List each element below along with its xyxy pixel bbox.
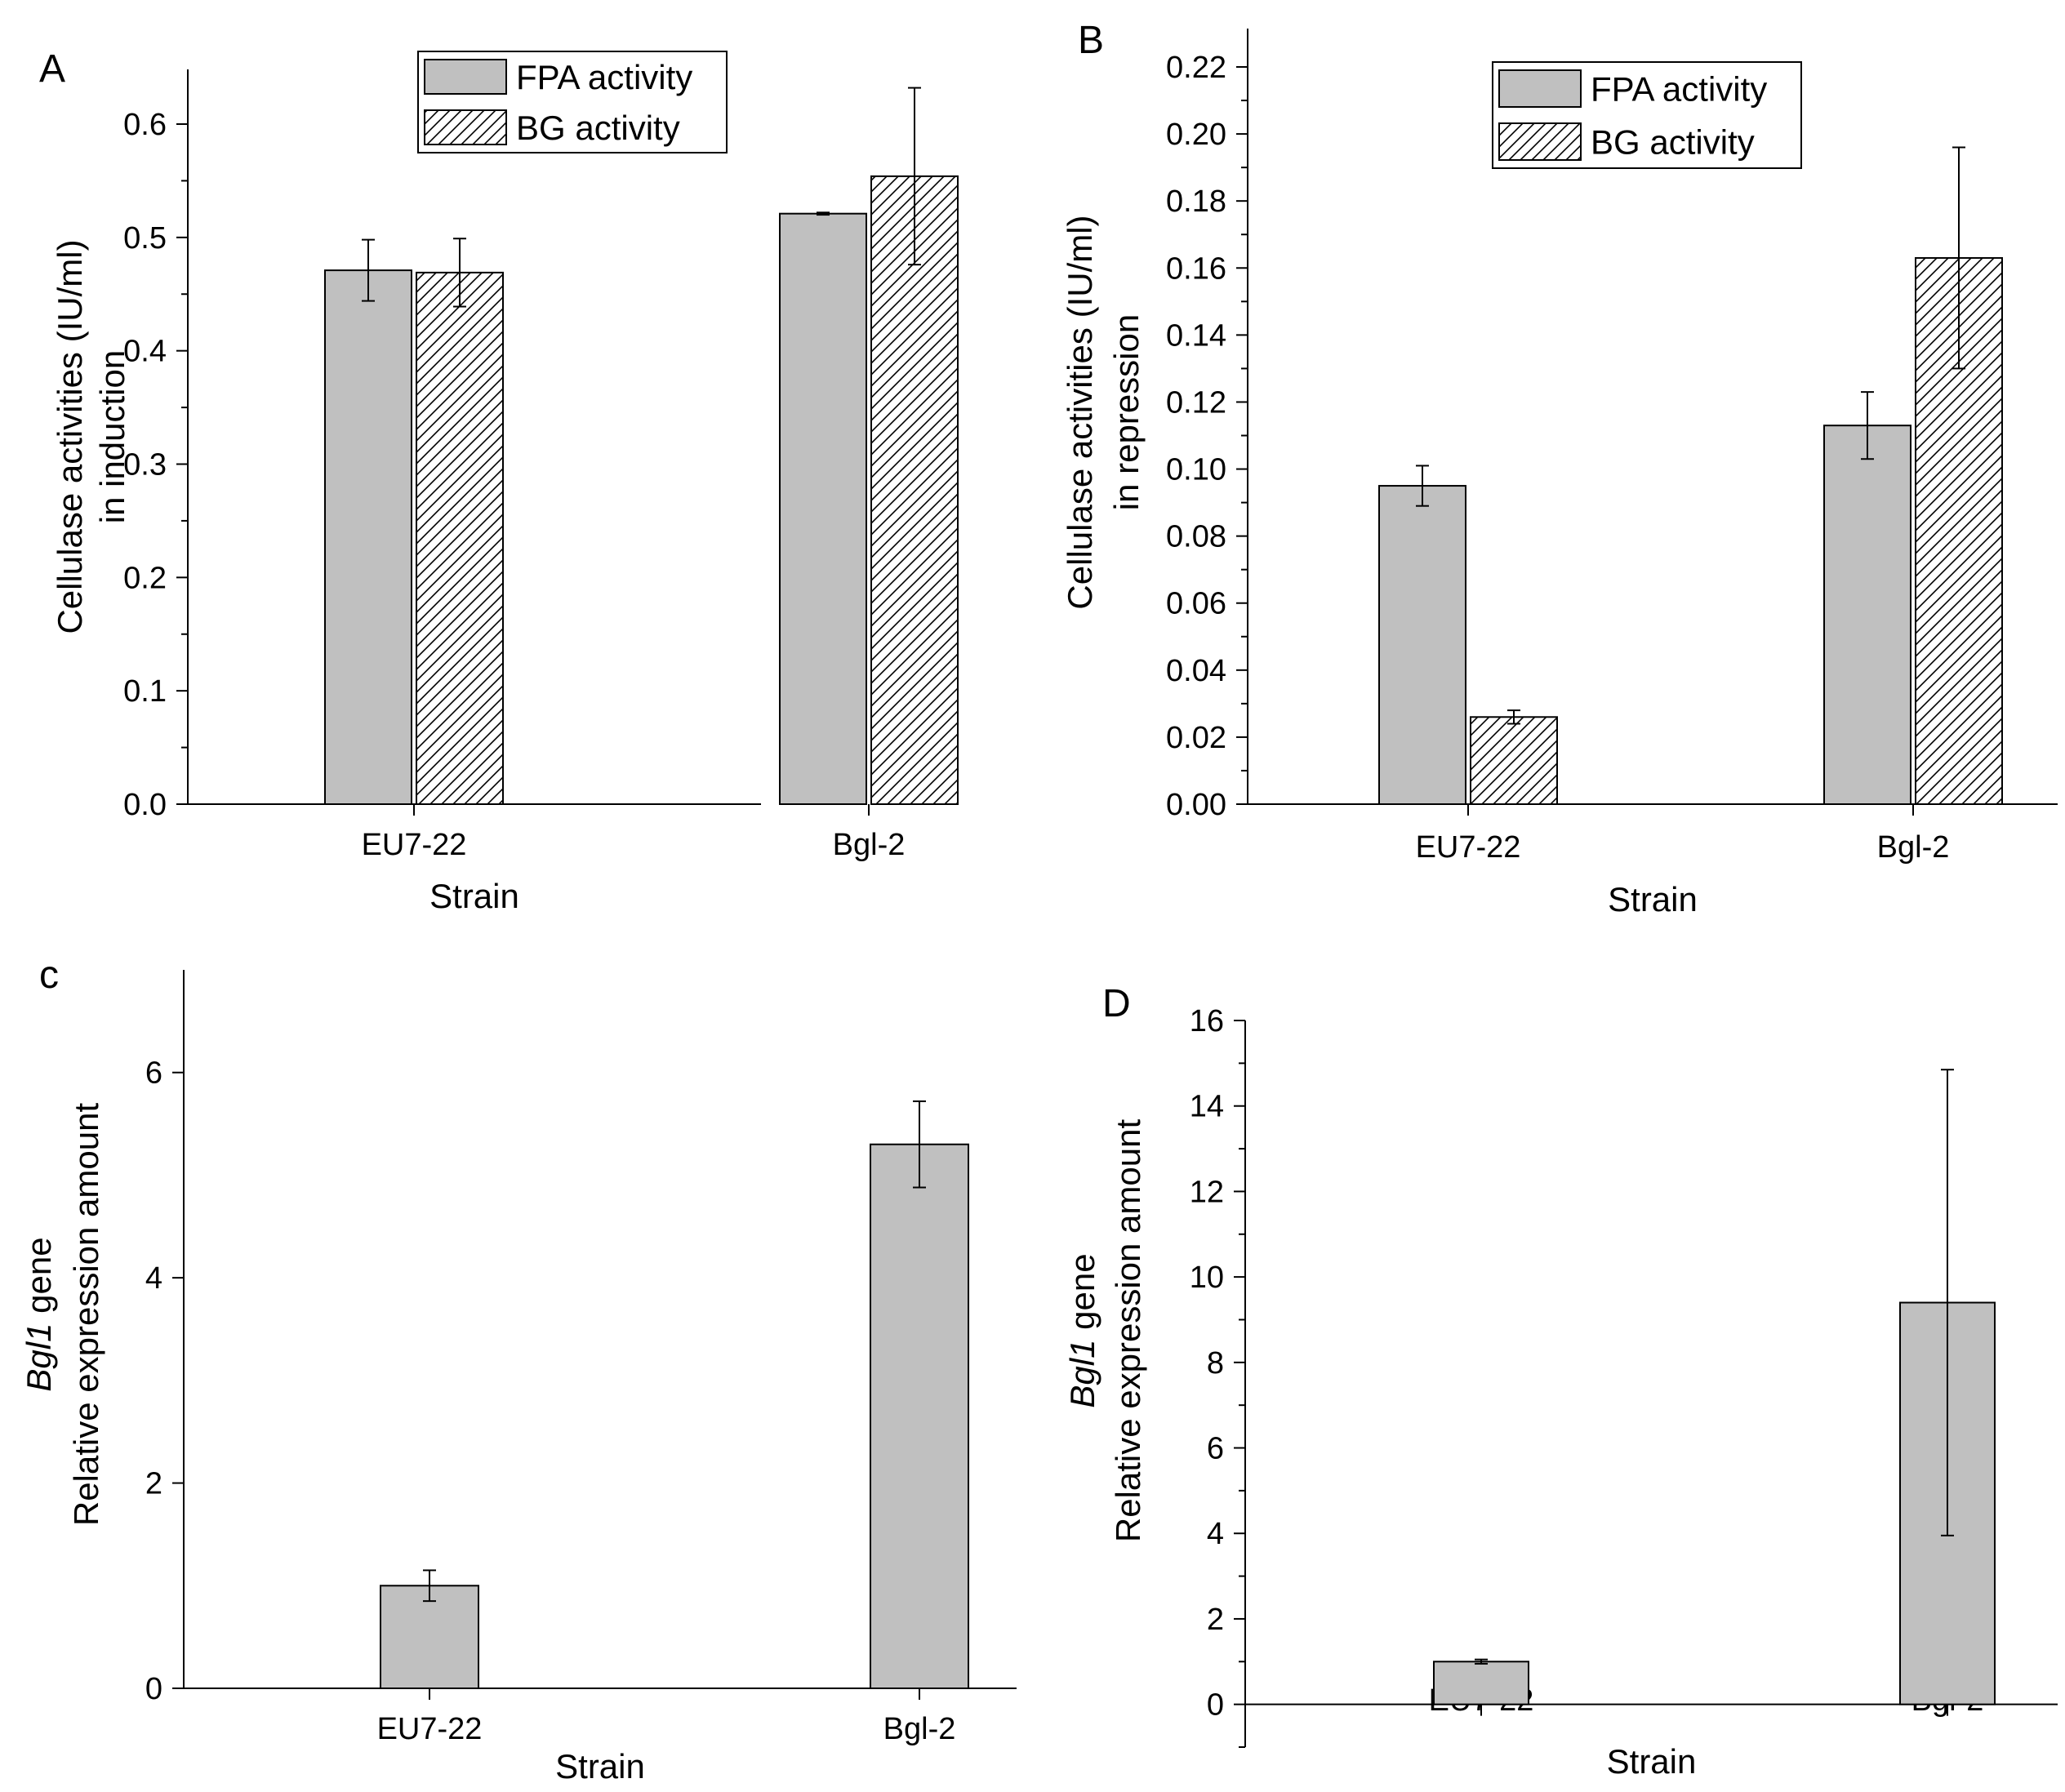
y-tick-label: 12 [1190, 1175, 1224, 1209]
y-tick-label: 0 [145, 1672, 162, 1706]
y-tick-label: 0 [1207, 1688, 1224, 1723]
legend-swatch [1498, 69, 1582, 108]
bar [416, 271, 504, 806]
bar [870, 175, 959, 805]
bar [380, 1585, 479, 1690]
y-tick-label: 0.0 [123, 788, 167, 822]
y-tick-label: 0.02 [1166, 721, 1226, 755]
chart-panel-2: c 0 2 4 6 EU7-22 Bgl-2 Strain Bgl1 gene Relative … [20, 954, 1017, 1785]
y-tick-label: 0.18 [1166, 185, 1226, 219]
legend-label: BG activity [1591, 123, 1755, 162]
y-tick-label: 6 [1207, 1432, 1224, 1466]
x-tick-label: Bgl-2 [833, 828, 906, 862]
legend-swatch [424, 109, 507, 145]
panel-label: B [1078, 19, 1104, 62]
y-tick-label: 0.5 [123, 221, 167, 256]
legend-label: BG activity [516, 109, 680, 147]
y-tick-label: 0.20 [1166, 118, 1226, 152]
y-tick-label: 0.06 [1166, 587, 1226, 621]
x-axis-label: Strain [429, 877, 519, 915]
y-tick-label: 10 [1190, 1261, 1224, 1295]
x-axis-label: Strain [1607, 1742, 1697, 1781]
y-tick-label: 6 [145, 1056, 162, 1091]
legend-swatch [424, 59, 507, 95]
y-tick-label: 0.16 [1166, 251, 1226, 286]
y-tick-label: 0.10 [1166, 453, 1226, 487]
bar [870, 1143, 969, 1689]
bar [1378, 485, 1466, 805]
y-axis-label: Bgl1 gene [20, 1237, 58, 1391]
x-tick-label: Bgl-2 [1877, 830, 1950, 865]
x-tick-label: EU7-22 [1416, 830, 1521, 865]
y-tick-label: 0.3 [123, 448, 167, 482]
y-axis-label: Cellulase activities (IU/ml) [1061, 215, 1099, 609]
x-tick-label: EU7-22 [362, 828, 467, 862]
y-axis-label: Relative expression amount [67, 1103, 105, 1527]
legend-label: FPA activity [1591, 70, 1767, 109]
panel-label: c [39, 954, 59, 997]
panel-label: A [39, 47, 65, 91]
y-tick-label: 16 [1190, 1004, 1224, 1038]
bar [1433, 1661, 1529, 1705]
y-tick-label: 0.04 [1166, 654, 1226, 688]
y-tick-label: 0.4 [123, 335, 167, 369]
bar [324, 269, 412, 806]
y-axis-label: Bgl1 gene [1063, 1253, 1101, 1407]
y-tick-label: 0.08 [1166, 520, 1226, 554]
y-tick-label: 0.12 [1166, 385, 1226, 420]
legend-label: FPA activity [516, 58, 692, 96]
y-axis-label: in induction [93, 350, 131, 523]
panel-label: D [1102, 982, 1131, 1025]
chart-panel-0: A 0.0 0.1 0.2 0.3 0.4 0.5 0.6 EU7-22 Bgl-2 Strain C… [39, 47, 959, 915]
y-tick-label: 14 [1190, 1090, 1224, 1124]
chart-panel-1: B 0.00 0.02 0.04 0.06 0.08 0.10 0.12 0.14 0.16 0.1… [1061, 19, 2058, 918]
x-axis-label: Strain [555, 1747, 645, 1785]
y-tick-label: 0.6 [123, 108, 167, 142]
bar [779, 212, 867, 805]
y-tick-label: 2 [1207, 1603, 1224, 1637]
y-tick-label: 0.2 [123, 561, 167, 595]
bar [1470, 716, 1558, 805]
y-axis-label: in repression [1107, 314, 1146, 510]
y-tick-label: 2 [145, 1467, 162, 1501]
y-tick-label: 8 [1207, 1346, 1224, 1381]
bar [1823, 425, 1911, 805]
legend: FPA activity BG activity [417, 51, 728, 153]
y-tick-label: 4 [145, 1261, 162, 1296]
y-tick-label: 0.1 [123, 674, 167, 709]
y-tick-label: 4 [1207, 1517, 1224, 1551]
y-tick-label: 0.22 [1166, 51, 1226, 85]
legend-swatch [1498, 122, 1582, 161]
x-tick-label: Bgl-2 [883, 1712, 956, 1746]
y-axis-label: Cellulase activities (IU/ml) [51, 239, 89, 634]
x-axis-label: Strain [1608, 880, 1698, 918]
y-tick-label: 0.14 [1166, 318, 1226, 353]
y-tick-label: 0.00 [1166, 788, 1226, 822]
x-tick-label: EU7-22 [377, 1712, 483, 1746]
y-axis-label: Relative expression amount [1109, 1119, 1147, 1543]
legend: FPA activity BG activity [1492, 61, 1802, 169]
